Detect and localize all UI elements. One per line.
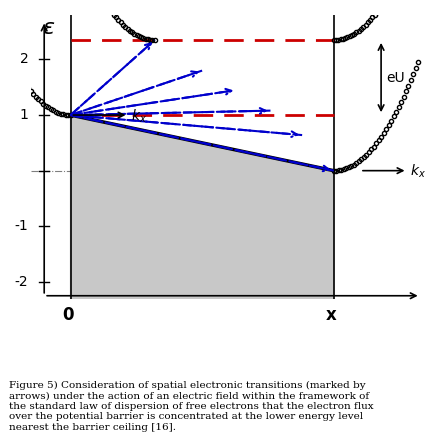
Text: 2: 2 (19, 52, 28, 66)
Text: $k_x$: $k_x$ (131, 108, 147, 125)
Text: eU: eU (386, 71, 405, 85)
Text: 1: 1 (19, 108, 28, 122)
Text: $k_x$: $k_x$ (410, 162, 426, 180)
Text: -2: -2 (15, 275, 28, 289)
Text: Figure 5) Consideration of spatial electronic transitions (marked by
arrows) und: Figure 5) Consideration of spatial elect… (9, 381, 373, 432)
Text: $\varepsilon$: $\varepsilon$ (42, 18, 55, 38)
Polygon shape (70, 115, 334, 299)
Text: -1: -1 (15, 219, 28, 233)
Text: $\mathbf{0}$: $\mathbf{0}$ (62, 306, 74, 324)
Text: $\mathbf{x}$: $\mathbf{x}$ (325, 306, 337, 324)
